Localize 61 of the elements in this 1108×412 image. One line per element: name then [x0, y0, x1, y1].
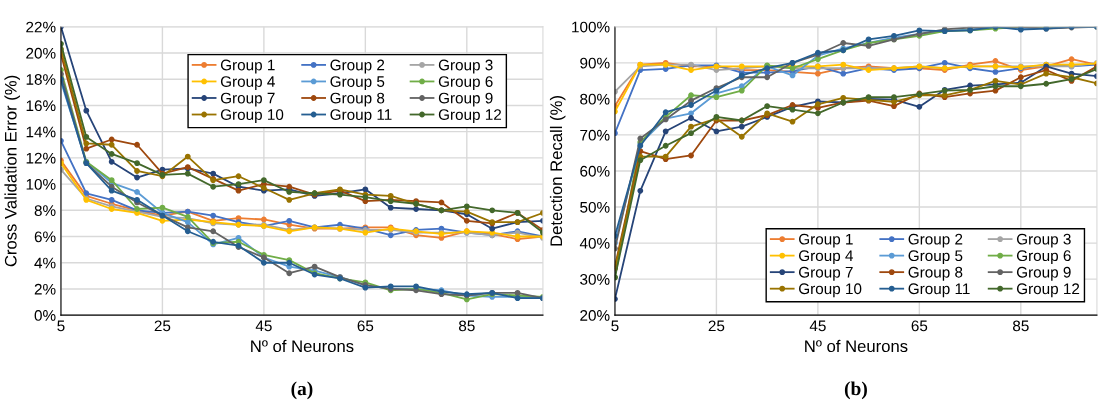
y-tick-label: 40% — [579, 237, 610, 249]
y-tick-label: 90% — [580, 57, 610, 69]
legend-label: Group 8 — [908, 266, 963, 281]
y-tick-label: 100% — [572, 21, 610, 33]
legend-label: Group 11 — [330, 109, 392, 124]
legend-label: Group 1 — [220, 59, 275, 74]
y-tick-label: 30% — [580, 274, 610, 285]
y-tick-label: 20% — [26, 47, 56, 59]
legend-label: Group 9 — [438, 92, 493, 107]
y-axis-title: Detection Recall (%) — [549, 96, 566, 246]
x-tick-label: 5 — [611, 320, 619, 332]
x-tick-label: 5 — [57, 320, 65, 332]
legend-label: Group 4 — [799, 250, 854, 265]
legend-label: Group 12 — [438, 109, 502, 124]
legend-label: Group 10 — [220, 109, 284, 124]
y-tick-label: 8% — [34, 205, 56, 216]
y-tick-label: 80% — [580, 93, 610, 105]
x-tick-label: 25 — [154, 320, 171, 332]
y-tick-label: 50% — [580, 201, 610, 213]
x-tick-label: 85 — [458, 320, 475, 332]
y-tick-label: 10% — [26, 178, 56, 190]
y-tick-label: 12% — [26, 152, 56, 164]
y-tick-label: 0% — [34, 310, 56, 321]
legend-label: Group 9 — [1016, 266, 1071, 281]
legend-label: Group 6 — [1016, 250, 1071, 265]
legend-label: Group 5 — [908, 250, 963, 265]
legend-label: Group 7 — [220, 92, 275, 107]
x-axis-title: Nº of Neurons — [251, 339, 354, 353]
y-tick-label: 18% — [26, 74, 56, 85]
y-tick-label: 60% — [580, 165, 610, 177]
x-tick-label: 45 — [255, 320, 272, 332]
y-tick-label: 70% — [580, 129, 610, 141]
legend-label: Group 3 — [438, 59, 493, 74]
legend-label: Group 12 — [1016, 283, 1080, 298]
legend-label: Group 2 — [330, 59, 385, 74]
legend-label: Group 5 — [330, 76, 385, 90]
x-tick-label: 65 — [911, 320, 928, 332]
x-tick-label: 85 — [1012, 320, 1029, 332]
legend-label: Group 10 — [799, 283, 862, 298]
y-tick-label: 22% — [26, 21, 56, 33]
legend-label: Group 2 — [908, 233, 963, 248]
x-axis-title: Nº of Neurons — [805, 339, 908, 353]
legend-label: Group 11 — [908, 283, 970, 298]
y-tick-label: 16% — [26, 100, 56, 112]
y-tick-label: 4% — [34, 257, 56, 269]
legend-label: Group 8 — [330, 92, 385, 107]
text: (a) — [291, 381, 313, 400]
y-tick-label: 6% — [34, 231, 56, 243]
text: (b) — [844, 381, 867, 400]
x-tick-label: 65 — [357, 320, 374, 332]
x-tick-label: 25 — [708, 320, 725, 332]
legend-label: Group 4 — [220, 76, 275, 90]
x-tick-label: 45 — [809, 320, 826, 332]
y-tick-label: 2% — [34, 283, 56, 295]
legend-label: Group 6 — [438, 76, 493, 90]
y-axis-title: Cross Validation Error (%) — [4, 75, 20, 267]
legend-label: Group 3 — [1016, 233, 1071, 248]
legend-label: Group 7 — [799, 266, 853, 281]
legend-label: Group 1 — [799, 233, 853, 248]
y-tick-label: 14% — [26, 126, 56, 138]
y-tick-label: 20% — [580, 310, 610, 321]
